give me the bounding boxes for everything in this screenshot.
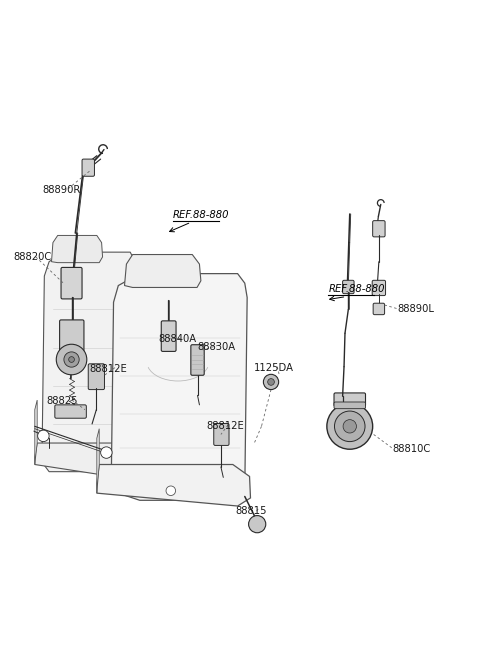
Circle shape	[69, 357, 74, 363]
FancyBboxPatch shape	[214, 424, 229, 445]
Text: 88890R: 88890R	[42, 185, 80, 195]
Circle shape	[166, 486, 176, 495]
Circle shape	[64, 352, 79, 367]
Circle shape	[37, 430, 49, 442]
Polygon shape	[35, 443, 140, 479]
FancyBboxPatch shape	[88, 364, 105, 390]
Text: 88812E: 88812E	[90, 364, 127, 374]
Polygon shape	[42, 252, 137, 472]
FancyBboxPatch shape	[373, 304, 384, 315]
Text: 88810C: 88810C	[393, 443, 431, 454]
FancyBboxPatch shape	[161, 321, 176, 351]
FancyBboxPatch shape	[343, 281, 354, 294]
Text: 88825: 88825	[47, 396, 78, 406]
Text: 1125DA: 1125DA	[254, 363, 294, 373]
Polygon shape	[124, 254, 201, 288]
Text: 88815: 88815	[235, 506, 267, 516]
Text: REF.88-880: REF.88-880	[328, 284, 385, 294]
Text: 88840A: 88840A	[159, 334, 197, 344]
Text: 88820C: 88820C	[13, 252, 51, 262]
Polygon shape	[51, 235, 103, 263]
Circle shape	[101, 447, 112, 459]
Circle shape	[335, 411, 365, 442]
FancyBboxPatch shape	[55, 405, 86, 419]
Polygon shape	[97, 429, 99, 493]
Text: 88812E: 88812E	[206, 421, 244, 432]
Circle shape	[249, 516, 266, 533]
FancyBboxPatch shape	[82, 159, 95, 176]
FancyBboxPatch shape	[191, 345, 204, 375]
Polygon shape	[35, 400, 37, 464]
FancyBboxPatch shape	[372, 221, 385, 237]
Polygon shape	[111, 273, 247, 500]
FancyBboxPatch shape	[372, 281, 385, 296]
FancyBboxPatch shape	[61, 267, 82, 299]
Circle shape	[327, 403, 372, 449]
FancyBboxPatch shape	[334, 402, 365, 409]
Circle shape	[343, 420, 357, 433]
Circle shape	[268, 378, 275, 385]
Text: 88890L: 88890L	[397, 304, 434, 315]
Text: 88830A: 88830A	[197, 342, 235, 351]
Circle shape	[56, 344, 87, 374]
FancyBboxPatch shape	[334, 393, 365, 406]
FancyBboxPatch shape	[60, 320, 84, 351]
Circle shape	[264, 374, 279, 390]
Polygon shape	[97, 464, 251, 506]
Text: REF.88-880: REF.88-880	[173, 210, 230, 220]
